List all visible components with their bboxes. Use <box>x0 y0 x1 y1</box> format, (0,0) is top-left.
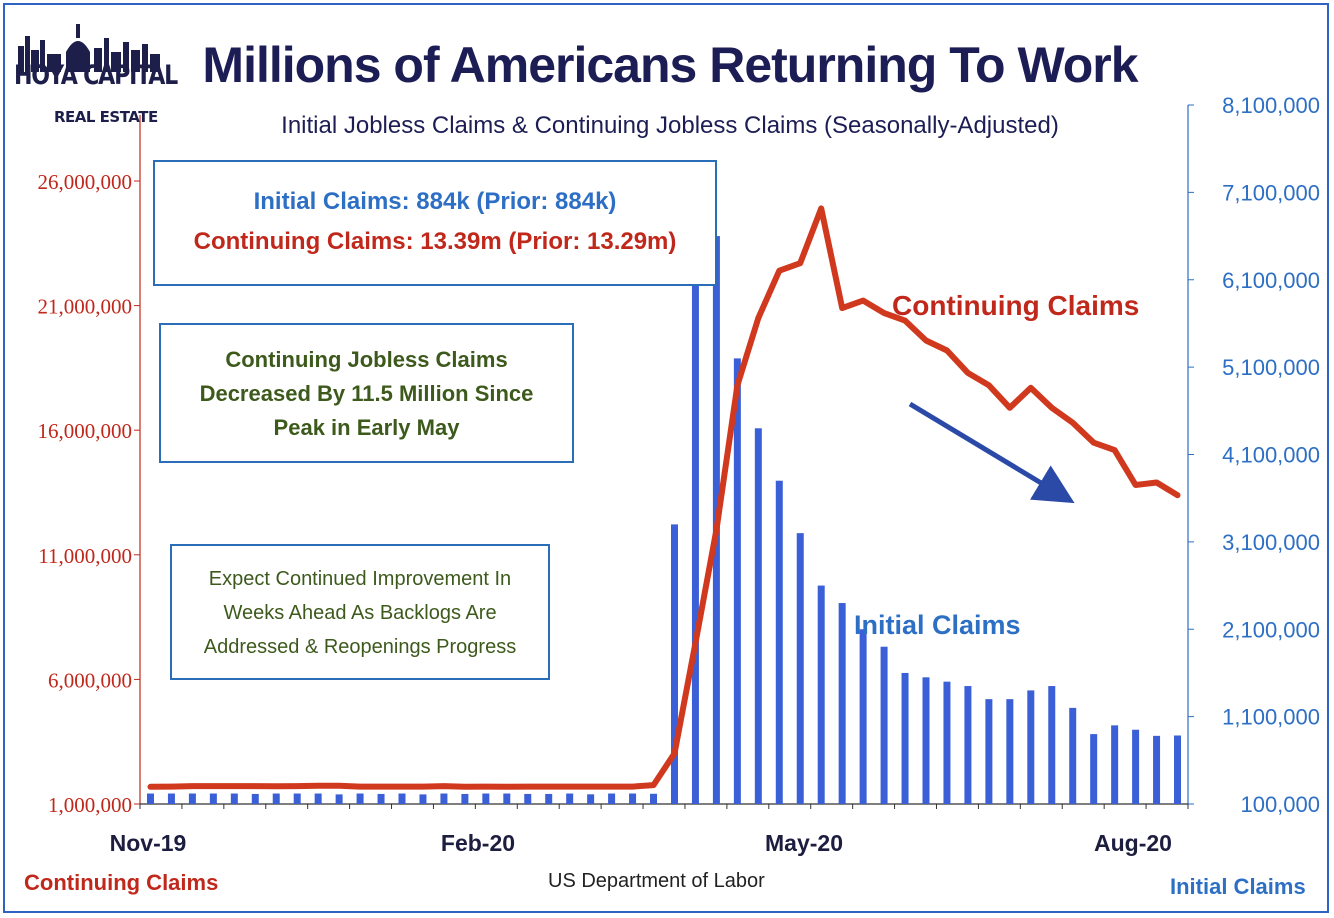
initial-claims-readout: Initial Claims: 884k (Prior: 884k) <box>253 188 617 215</box>
decrease-line: Decreased By 11.5 Million Since <box>199 381 534 406</box>
right-tick-label: 1,100,000 <box>1222 705 1320 730</box>
chart-subtitle: Initial Jobless Claims & Continuing Jobl… <box>281 112 1059 139</box>
initial-claims-bar <box>461 793 469 804</box>
initial-claims-bar <box>1048 686 1056 804</box>
initial-claims-bar <box>1132 729 1140 804</box>
initial-claims-bar <box>188 793 196 804</box>
left-tick-label: 6,000,000 <box>48 668 132 692</box>
initial-claims-bar <box>608 793 616 804</box>
chart-title: Millions of Americans Returning To Work <box>202 37 1138 93</box>
skyline-icon <box>18 24 160 72</box>
initial-claims-bar <box>377 793 385 804</box>
initial-claims-bar <box>880 646 888 804</box>
initial-claims-bar <box>943 681 951 804</box>
initial-claims-bar <box>1111 725 1119 804</box>
decrease-line: Continuing Jobless Claims <box>225 347 508 372</box>
initial-claims-bar <box>1153 735 1161 804</box>
left-tick-label: 26,000,000 <box>38 170 133 194</box>
right-tick-label: 100,000 <box>1240 792 1320 817</box>
initial-claims-bar <box>733 358 741 804</box>
outlook-line: Addressed & Reopenings Progress <box>203 636 517 658</box>
initial-claims-bar <box>398 793 406 804</box>
initial-claims-bar <box>691 209 699 805</box>
initial-claims-bar <box>670 524 678 804</box>
right-tick-label: 2,100,000 <box>1222 617 1320 642</box>
initial-claims-bar <box>754 428 762 804</box>
x-tick-label: Nov-19 <box>110 830 187 856</box>
initial-claims-bar <box>167 793 175 804</box>
initial-claims-series-label: Initial Claims <box>854 610 1021 640</box>
right-tick-label: 7,100,000 <box>1222 180 1320 205</box>
initial-claims-bar <box>775 480 783 804</box>
decrease-line: Peak in Early May <box>273 415 460 440</box>
decrease-callout: Continuing Jobless Claims Decreased By 1… <box>159 323 574 463</box>
initial-claims-bar <box>251 793 259 804</box>
outlook-line: Expect Continued Improvement In <box>208 568 512 590</box>
initial-claims-bar <box>314 793 322 804</box>
right-axis-footer-label: Initial Claims <box>1170 874 1306 899</box>
initial-claims-bar <box>1027 690 1035 804</box>
initial-claims-bar <box>482 793 490 804</box>
initial-claims-bar <box>503 793 511 804</box>
initial-claims-bar <box>629 793 637 804</box>
source-label: US Department of Labor <box>548 870 765 892</box>
initial-claims-bar <box>272 793 280 804</box>
outlook-line: Weeks Ahead As Backlogs Are <box>223 602 497 624</box>
right-tick-label: 6,100,000 <box>1222 268 1320 293</box>
right-tick-label: 4,100,000 <box>1222 443 1320 468</box>
initial-claims-bar <box>650 793 658 804</box>
initial-claims-bar <box>838 603 846 804</box>
logo-subtitle: REAL ESTATE <box>54 108 158 126</box>
initial-claims-bar <box>1174 735 1182 804</box>
initial-claims-bar <box>985 699 993 804</box>
right-tick-label: 3,100,000 <box>1222 530 1320 555</box>
initial-claims-bar <box>922 677 930 804</box>
left-tick-label: 21,000,000 <box>38 295 133 319</box>
initial-claims-bar <box>230 793 238 804</box>
initial-claims-bar <box>817 585 825 804</box>
latest-claims-callout: Initial Claims: 884k (Prior: 884k) Conti… <box>153 160 717 286</box>
initial-claims-bar <box>566 793 574 804</box>
initial-claims-bar <box>545 793 553 804</box>
initial-claims-bar <box>1069 707 1077 804</box>
initial-claims-bar <box>524 793 532 804</box>
x-tick-label: May-20 <box>765 830 843 856</box>
hoya-capital-logo: HOYA CAPITAL REAL ESTATE <box>14 16 178 126</box>
initial-claims-bar <box>356 793 364 804</box>
initial-claims-bar <box>859 629 867 804</box>
initial-claims-bar <box>796 533 804 804</box>
initial-claims-bar <box>146 793 154 804</box>
left-tick-label: 16,000,000 <box>38 419 133 443</box>
continuing-claims-line <box>147 205 1181 790</box>
outlook-callout: Expect Continued Improvement In Weeks Ah… <box>170 544 550 680</box>
left-tick-label: 11,000,000 <box>38 544 132 568</box>
initial-claims-bar <box>209 793 217 804</box>
initial-claims-bar <box>440 793 448 804</box>
initial-claims-bar <box>335 794 343 804</box>
initial-claims-bar <box>964 686 972 804</box>
initial-claims-bar <box>293 793 301 804</box>
continuing-claims-series-label: Continuing Claims <box>892 290 1140 321</box>
initial-claims-bar <box>587 794 595 804</box>
initial-claims-bar <box>901 672 909 804</box>
right-tick-label: 8,100,000 <box>1222 93 1320 118</box>
left-tick-label: 1,000,000 <box>48 793 132 817</box>
right-tick-label: 5,100,000 <box>1222 355 1320 380</box>
initial-claims-bar <box>419 794 427 804</box>
continuing-claims-readout: Continuing Claims: 13.39m (Prior: 13.29m… <box>193 228 677 255</box>
downtrend-arrow <box>908 401 1075 504</box>
initial-claims-bar <box>1006 699 1014 804</box>
left-axis-footer-label: Continuing Claims <box>24 870 219 895</box>
x-tick-label: Feb-20 <box>441 830 515 856</box>
initial-claims-bar <box>1090 734 1098 804</box>
x-tick-label: Aug-20 <box>1094 830 1172 856</box>
